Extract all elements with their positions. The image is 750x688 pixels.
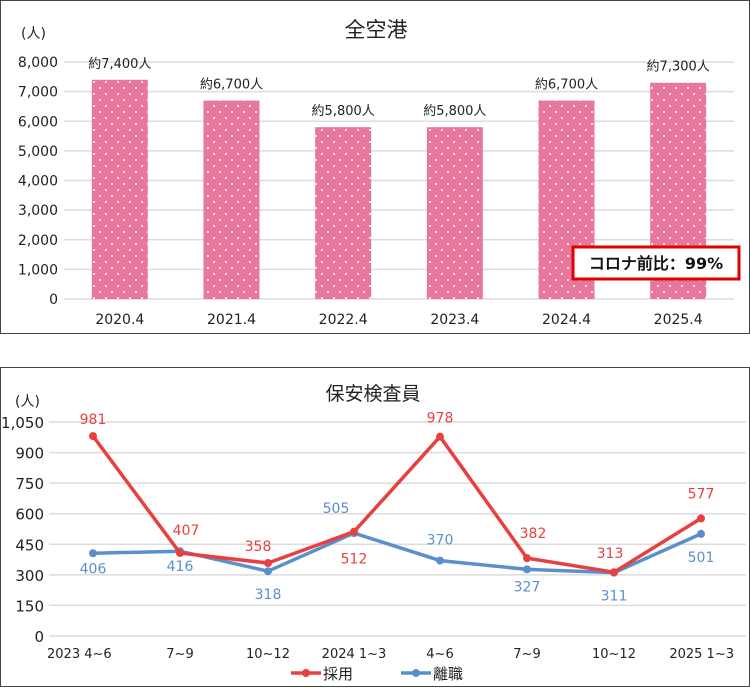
x-tick-label: 2023 4~6 [47, 647, 112, 662]
y-tick-label: 5,000 [18, 144, 58, 160]
y-tick-label: 900 [15, 445, 44, 463]
chart-title: 全空港 [345, 18, 408, 42]
series-line-採用 [91, 434, 702, 574]
y-tick-label: 300 [15, 567, 44, 585]
bar-2022.4 [315, 127, 372, 299]
y-tick-label: 4,000 [18, 174, 58, 190]
x-tick-label: 4~6 [426, 647, 453, 662]
x-tick-label: 7~9 [513, 647, 540, 662]
y-axis-unit: (人) [15, 394, 40, 410]
data-label: 約6,700人 [535, 78, 598, 93]
annotation-box [571, 245, 741, 281]
x-tick-label: 2022.4 [319, 312, 368, 328]
data-point [89, 549, 97, 558]
data-point [176, 549, 184, 558]
data-point [350, 527, 358, 536]
chart-title: 保安検査員 [325, 383, 420, 405]
y-tick-label: 600 [15, 506, 44, 524]
y-tick-label: 0 [49, 292, 58, 308]
data-label: 505 [323, 501, 350, 517]
data-point [436, 556, 444, 565]
x-tick-label: 2020.4 [95, 312, 144, 328]
y-axis-unit: (人) [21, 26, 46, 42]
y-tick-label: 150 [15, 597, 44, 615]
data-label: 358 [245, 539, 272, 555]
y-tick-label: 750 [15, 475, 44, 493]
legend-label: 離職 [433, 665, 463, 683]
x-tick-label: 2025.4 [654, 312, 703, 328]
bar-2020.4 [91, 79, 148, 300]
data-label: 406 [80, 561, 107, 577]
data-point [264, 567, 272, 576]
data-point [523, 554, 531, 563]
all-airports-chart-panel: 全空港 (人) 0 1,000 2,000 3,000 4,000 5,000 6,000 7… [0, 0, 750, 334]
data-label: 407 [173, 523, 200, 539]
line-chart: 保安検査員 (人) 0 150 300 450 600 750 900 1,050 2023 4… [1, 383, 746, 683]
data-point [697, 514, 705, 523]
y-tick-label: 1,000 [18, 262, 58, 278]
x-tick-label: 2024.4 [542, 312, 591, 328]
y-tick-label: 3,000 [18, 203, 58, 219]
data-point [523, 565, 531, 574]
y-tick-label: 7,000 [18, 85, 58, 101]
x-tick-label: 10~12 [592, 647, 636, 662]
data-label: 577 [688, 486, 715, 502]
y-tick-label: 6,000 [18, 114, 58, 130]
data-label: 370 [427, 533, 454, 549]
data-point [89, 432, 97, 441]
data-point [610, 568, 618, 577]
data-label: 約5,800人 [423, 104, 486, 119]
x-tick-label: 7~9 [166, 647, 193, 662]
y-tick-label: 2,000 [18, 233, 58, 249]
data-point [264, 559, 272, 568]
data-label: 約7,300人 [647, 60, 710, 75]
data-label: 約7,400人 [88, 57, 151, 72]
security-staff-chart-panel: 保安検査員 (人) 0 150 300 450 600 750 900 1,050 2023 4… [0, 367, 750, 687]
data-label: 313 [597, 546, 624, 562]
bar-chart: 全空港 (人) 0 1,000 2,000 3,000 4,000 5,000 6,000 7… [18, 18, 741, 328]
legend-label: 採用 [323, 665, 353, 683]
x-tick-label: 2025 1~3 [669, 647, 734, 662]
data-label: 501 [688, 550, 715, 566]
data-label: 311 [601, 589, 628, 605]
data-label: 318 [255, 587, 282, 603]
x-tick-label: 2024 1~3 [322, 647, 387, 662]
legend-marker [412, 669, 420, 677]
x-tick-label: 2021.4 [207, 312, 256, 328]
legend-marker [302, 669, 310, 677]
bar-2023.4 [426, 127, 483, 299]
data-label: 382 [520, 526, 547, 542]
data-label: 978 [427, 411, 454, 427]
y-tick-label: 1,050 [1, 414, 44, 432]
data-point [436, 432, 444, 441]
y-tick-label: 8,000 [18, 55, 58, 71]
bar-2021.4 [203, 100, 260, 299]
data-label: 約5,800人 [312, 104, 375, 119]
y-tick-label: 450 [15, 536, 44, 554]
data-label: 512 [341, 552, 368, 568]
y-tick-label: 0 [34, 628, 44, 646]
data-label: 981 [80, 412, 107, 428]
x-tick-label: 10~12 [246, 647, 290, 662]
x-tick-label: 2023.4 [430, 312, 479, 328]
data-label: 416 [167, 559, 194, 575]
data-label: 約6,700人 [200, 78, 263, 93]
annotation-text: コロナ前比：99% [589, 254, 723, 273]
data-point [697, 529, 705, 538]
data-label: 327 [514, 579, 541, 595]
